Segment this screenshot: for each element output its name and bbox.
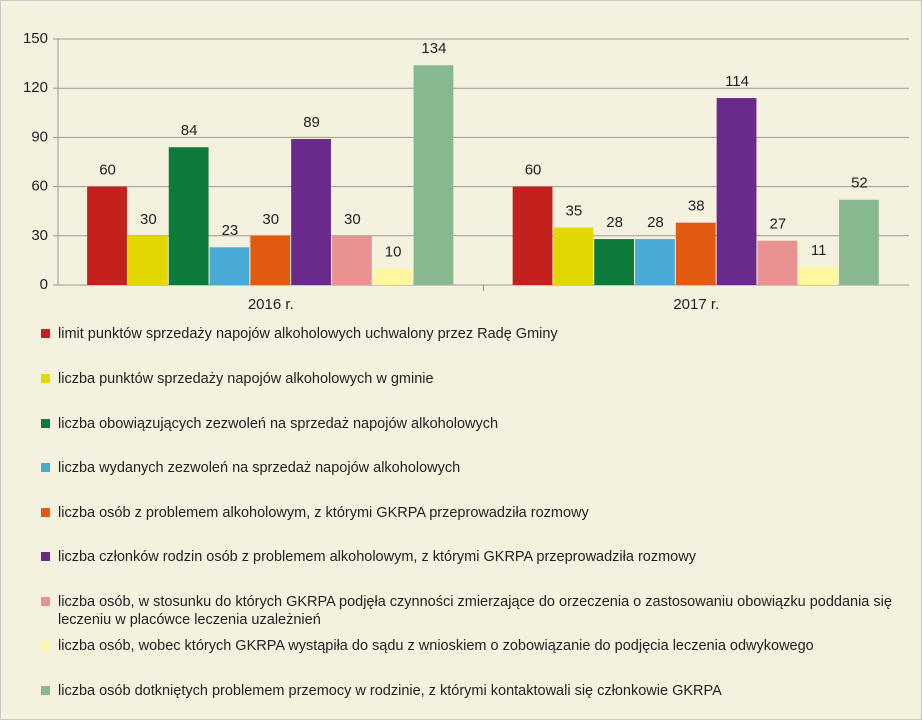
- legend-swatch: [41, 329, 50, 338]
- bar: [413, 65, 454, 286]
- legend-swatch: [41, 419, 50, 428]
- legend-item: liczba osób, wobec których GKRPA wystąpi…: [41, 637, 911, 655]
- legend-label: liczba osób dotkniętych problemem przemo…: [58, 683, 722, 699]
- data-label: 28: [647, 214, 664, 231]
- bar: [839, 199, 879, 285]
- bar: [372, 268, 413, 285]
- data-label: 10: [385, 244, 402, 261]
- data-label: 30: [344, 211, 361, 228]
- data-label: 35: [566, 203, 583, 220]
- x-tick-label: 2016 r.: [248, 296, 294, 313]
- y-tick-label: 150: [23, 30, 48, 47]
- data-label: 27: [770, 216, 787, 233]
- bar: [635, 239, 675, 285]
- legend-item: liczba osób z problemem alkoholowym, z k…: [41, 504, 911, 522]
- legend-item: liczba obowiązujących zezwoleń na sprzed…: [41, 415, 911, 433]
- legend-item: liczba osób, w stosunku do których GKRPA…: [41, 593, 911, 629]
- bar: [798, 266, 839, 285]
- y-tick-label: 90: [31, 128, 48, 145]
- bar: [331, 235, 372, 285]
- legend-swatch: [41, 508, 50, 517]
- legend-label: liczba osób, wobec których GKRPA wystąpi…: [58, 638, 814, 654]
- bar: [675, 222, 716, 285]
- bar: [250, 235, 291, 285]
- legend-swatch: [41, 374, 50, 383]
- data-label: 28: [606, 214, 623, 231]
- bar: [291, 139, 331, 285]
- data-label: 23: [222, 222, 239, 239]
- x-tick-label: 2017 r.: [673, 296, 719, 313]
- bar: [757, 240, 798, 285]
- data-label: 60: [99, 162, 116, 179]
- data-label: 52: [851, 175, 868, 192]
- y-tick-label: 0: [40, 276, 48, 293]
- data-label: 89: [303, 114, 320, 131]
- legend-swatch: [41, 641, 50, 650]
- legend-item: liczba punktów sprzedaży napojów alkohol…: [41, 370, 911, 388]
- legend-item: liczba osób dotkniętych problemem przemo…: [41, 682, 911, 700]
- y-tick-label: 120: [23, 79, 48, 96]
- legend-swatch: [41, 463, 50, 472]
- legend-swatch: [41, 686, 50, 695]
- data-label: 60: [525, 162, 542, 179]
- data-label: 30: [140, 211, 157, 228]
- legend-swatch: [41, 552, 50, 561]
- bar: [594, 239, 635, 285]
- legend-item: limit punktów sprzedaży napojów alkoholo…: [41, 325, 911, 343]
- data-label: 11: [811, 242, 827, 259]
- data-label: 84: [181, 122, 198, 139]
- legend-label: limit punktów sprzedaży napojów alkoholo…: [58, 326, 558, 342]
- legend-item: liczba członków rodzin osób z problemem …: [41, 548, 911, 566]
- bar: [168, 147, 209, 285]
- data-label: 134: [421, 40, 446, 57]
- data-label: 114: [725, 73, 749, 90]
- bar: [87, 186, 127, 285]
- legend-swatch: [41, 597, 50, 606]
- legend-label: liczba członków rodzin osób z problemem …: [58, 549, 696, 565]
- bar: [209, 247, 250, 285]
- data-label: 30: [262, 211, 279, 228]
- data-label: 38: [688, 198, 705, 215]
- bar: [553, 227, 594, 285]
- y-tick-label: 60: [31, 178, 48, 195]
- bar: [716, 98, 757, 285]
- legend-label: liczba punktów sprzedaży napojów alkohol…: [58, 371, 434, 387]
- legend-label: liczba wydanych zezwoleń na sprzedaż nap…: [58, 460, 461, 476]
- legend-label: liczba osób z problemem alkoholowym, z k…: [58, 505, 589, 521]
- bar: [512, 186, 553, 285]
- legend-item: liczba wydanych zezwoleń na sprzedaż nap…: [41, 459, 911, 477]
- bar: [127, 235, 168, 285]
- y-tick-label: 30: [31, 227, 48, 244]
- legend-label: liczba obowiązujących zezwoleń na sprzed…: [58, 416, 499, 432]
- legend-label: liczba osób, w stosunku do których GKRPA…: [58, 594, 892, 628]
